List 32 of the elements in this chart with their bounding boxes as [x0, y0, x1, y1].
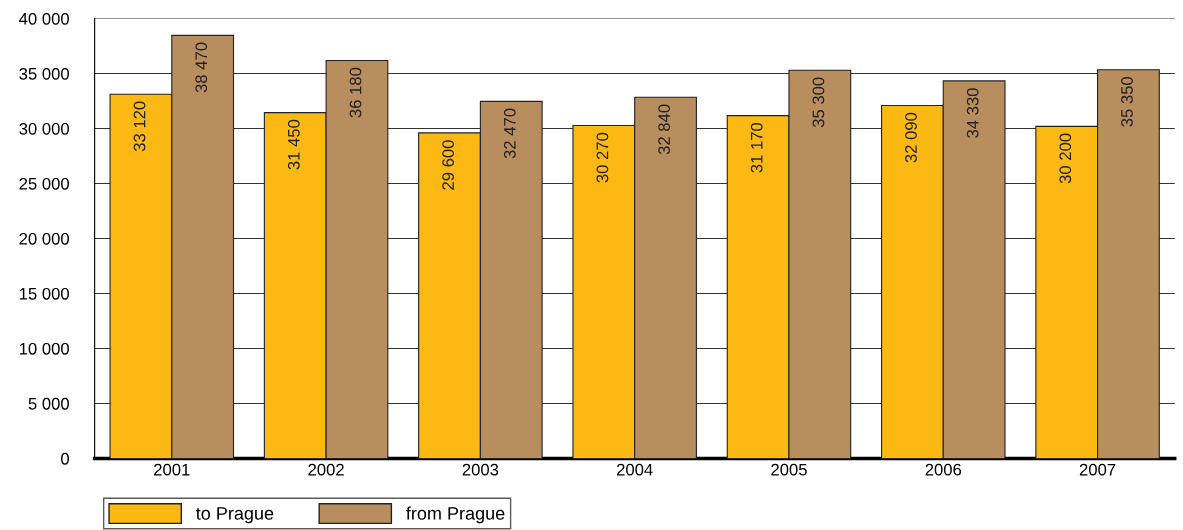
data-label: 30 200 [1059, 133, 1072, 184]
data-label: 31 170 [750, 122, 763, 173]
y-tick-label: 5 000 [28, 397, 69, 410]
x-tick-label: 2007 [1079, 463, 1116, 476]
y-tick-label: 35 000 [19, 67, 69, 80]
data-label: 35 300 [812, 77, 825, 128]
data-label: 36 180 [349, 67, 362, 118]
y-tick-label: 10 000 [19, 342, 69, 355]
y-tick-label: 30 000 [19, 122, 69, 135]
y-tick-label: 40 000 [19, 12, 69, 25]
data-label: 32 840 [658, 104, 671, 155]
data-label: 33 120 [133, 101, 146, 152]
y-tick-label: 15 000 [19, 287, 69, 300]
x-tick-label: 2005 [771, 463, 807, 476]
data-label: 38 470 [195, 42, 208, 93]
legend-label: from Prague [406, 506, 505, 524]
data-label: 31 450 [287, 119, 300, 170]
data-label: 34 330 [966, 88, 979, 138]
y-tick-label: 20 000 [19, 232, 69, 245]
x-tick-label: 2002 [308, 463, 344, 476]
data-label: 32 090 [905, 112, 917, 163]
data-label: 29 600 [442, 140, 454, 190]
data-label: 35 350 [1121, 76, 1133, 127]
x-tick-label: 2004 [616, 463, 653, 476]
x-tick-label: 2006 [925, 463, 962, 476]
x-tick-label: 2003 [462, 463, 499, 476]
y-tick-label: 0 [61, 452, 69, 465]
y-tick-label: 25 000 [19, 177, 69, 190]
data-label: 32 470 [503, 108, 516, 159]
legend-label: to Prague [196, 507, 274, 524]
data-label: 30 270 [596, 132, 609, 183]
x-tick-label: 2001 [154, 463, 190, 476]
